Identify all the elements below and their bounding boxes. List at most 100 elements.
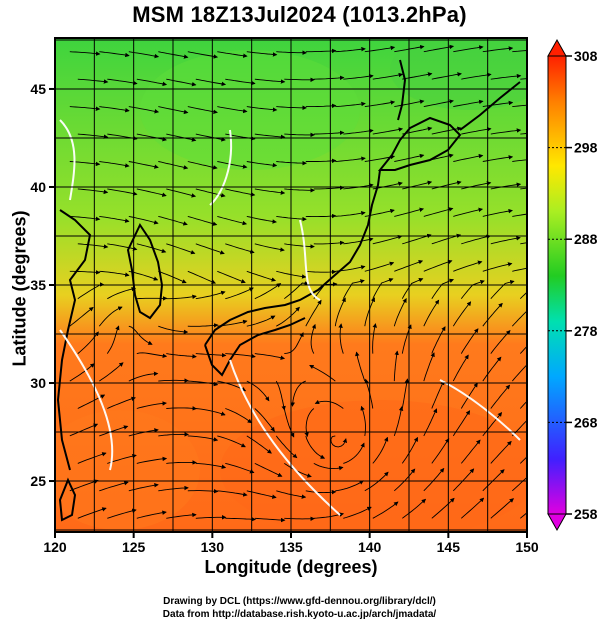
streamline: [187, 215, 218, 226]
streamline: [69, 423, 99, 437]
streamline: [99, 215, 130, 223]
streamline: [254, 243, 285, 252]
streamline: [393, 468, 416, 492]
streamline: [99, 51, 130, 58]
streamline: [77, 331, 99, 354]
contour-lines: [59, 119, 521, 516]
streamline: [69, 479, 99, 492]
streamline: [107, 78, 138, 86]
streamline: [195, 78, 227, 87]
streamline: [225, 287, 254, 300]
streamline: [343, 237, 374, 245]
streamline: [254, 283, 282, 300]
credit-line-data: Data from http://database.rish.kyoto-u.a…: [162, 609, 437, 620]
streamline: [313, 185, 345, 191]
streamline: [482, 302, 503, 327]
streamline: [107, 188, 138, 196]
x-axis-label: Longitude (degrees): [204, 557, 378, 577]
streamline: [313, 462, 344, 471]
streamline: [393, 350, 399, 382]
streamline: [254, 188, 286, 195]
streamline: [77, 507, 107, 519]
streamline: [343, 506, 372, 519]
streamline: [99, 425, 129, 437]
streamline: [393, 406, 404, 437]
x-tick-label: 125: [122, 539, 146, 555]
streamline: [364, 297, 375, 327]
streamline: [461, 127, 492, 135]
streamline: [372, 234, 403, 245]
streamline: [512, 104, 527, 108]
streamline: [217, 270, 246, 284]
streamline: [431, 497, 455, 519]
streamline: [225, 517, 256, 522]
streamline: [520, 242, 527, 245]
streamline: [217, 215, 248, 226]
streamline: [453, 153, 484, 162]
streamline: [166, 243, 196, 255]
colorbar-tick-label: 278: [574, 323, 598, 339]
streamline: [431, 126, 462, 135]
streamline: [166, 353, 197, 359]
streamline: [372, 323, 377, 354]
streamline: [310, 323, 316, 354]
streamline: [452, 301, 472, 327]
streamline: [225, 462, 255, 474]
streamline: [107, 286, 137, 300]
streamline: [460, 439, 481, 464]
streamline: [402, 498, 427, 519]
x-tick-label: 140: [358, 539, 382, 555]
streamline: [401, 278, 424, 299]
streamline: [343, 73, 374, 80]
x-tick-label: 130: [201, 539, 225, 555]
streamline: [106, 325, 120, 354]
streamline: [355, 351, 366, 382]
streamline: [431, 438, 450, 464]
streamline: [342, 279, 365, 299]
streamline: [99, 481, 129, 492]
streamline: [519, 291, 527, 300]
colorbar-tick-label: 288: [574, 231, 598, 247]
streamline: [335, 46, 366, 53]
x-axis-ticks: 120 125 130 135 140 145 150: [43, 532, 539, 555]
streamline: [460, 279, 485, 299]
streamline: [107, 243, 138, 251]
streamline: [372, 436, 389, 464]
streamline: [284, 281, 310, 300]
streamline: [423, 467, 445, 492]
streamline: [166, 78, 197, 87]
x-tick-label: 150: [515, 539, 539, 555]
streamline: [107, 508, 137, 519]
streamline: [335, 156, 366, 162]
colorbar-tick-label: 298: [574, 140, 598, 156]
streamline: [254, 462, 283, 477]
colorbar-tick-label: 258: [574, 506, 598, 522]
streamline: [431, 380, 445, 409]
streamline: [423, 352, 435, 382]
streamline: [166, 133, 197, 142]
streamline: [402, 180, 433, 190]
x-tick-label: 135: [279, 539, 303, 555]
streamline: [77, 133, 109, 139]
streamline: [284, 332, 304, 355]
y-tick-label: 45: [30, 81, 46, 97]
streamline: [225, 408, 253, 424]
streamline: [305, 435, 326, 459]
streamline: [166, 460, 197, 465]
streamline: [360, 405, 366, 436]
streamline: [136, 510, 167, 519]
streamline: [99, 106, 130, 113]
y-tick-label: 30: [30, 375, 46, 391]
streamline: [461, 181, 492, 190]
streamline: [511, 364, 527, 382]
streamline: [520, 187, 527, 190]
streamline: [195, 515, 227, 520]
streamline: [343, 442, 365, 464]
streamline: [195, 353, 227, 358]
streamline: [313, 75, 345, 81]
colorbar-tick-label: 308: [574, 48, 598, 64]
streamline: [225, 188, 256, 197]
streamline: [107, 396, 136, 409]
streamline: [69, 363, 95, 382]
streamline: [431, 72, 462, 80]
